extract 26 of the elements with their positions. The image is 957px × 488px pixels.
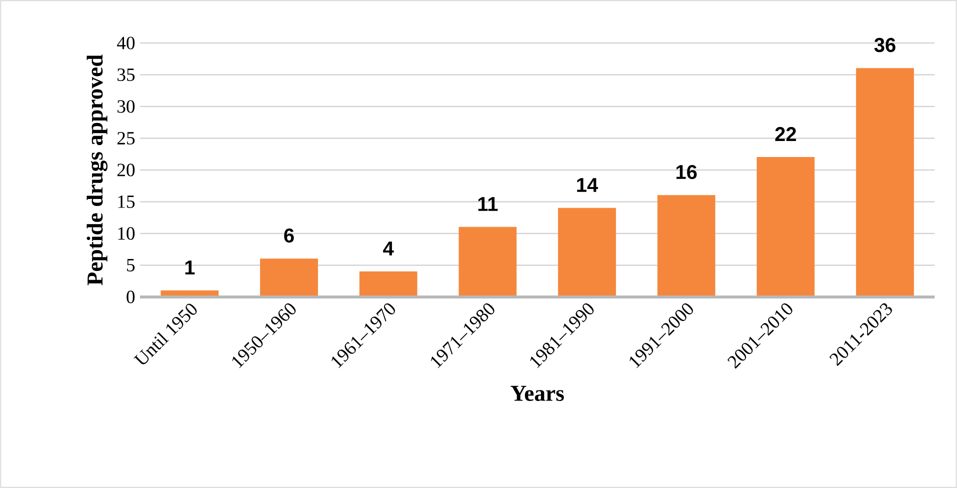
- data-label: 16: [676, 164, 697, 180]
- data-label: 1: [185, 260, 195, 274]
- data-label: 4: [383, 242, 394, 256]
- data-label: 11: [478, 197, 498, 211]
- bar: [756, 157, 815, 298]
- y-tick-label: 15: [118, 195, 135, 208]
- y-axis-title: Peptide drugs approved: [86, 54, 108, 286]
- y-tick-label: 10: [118, 227, 135, 240]
- data-label: 36: [874, 38, 896, 52]
- y-tick-label: 20: [117, 164, 135, 176]
- bar: [856, 68, 914, 298]
- y-tick-label: 40: [116, 36, 135, 50]
- data-label: 22: [775, 127, 796, 142]
- y-tick-label: 5: [127, 259, 135, 272]
- data-label: 6: [284, 228, 294, 243]
- x-axis-title: Years: [510, 386, 564, 401]
- bar: [359, 271, 418, 298]
- y-tick-label: 35: [118, 68, 135, 82]
- y-tick-label: 0: [126, 290, 135, 304]
- bar: [558, 208, 616, 298]
- y-tick-label: 25: [117, 132, 135, 145]
- y-tick-label: 30: [118, 100, 135, 113]
- data-label: 14: [577, 178, 598, 192]
- bar: [260, 258, 318, 298]
- bar: [458, 226, 517, 298]
- bar: [657, 195, 716, 298]
